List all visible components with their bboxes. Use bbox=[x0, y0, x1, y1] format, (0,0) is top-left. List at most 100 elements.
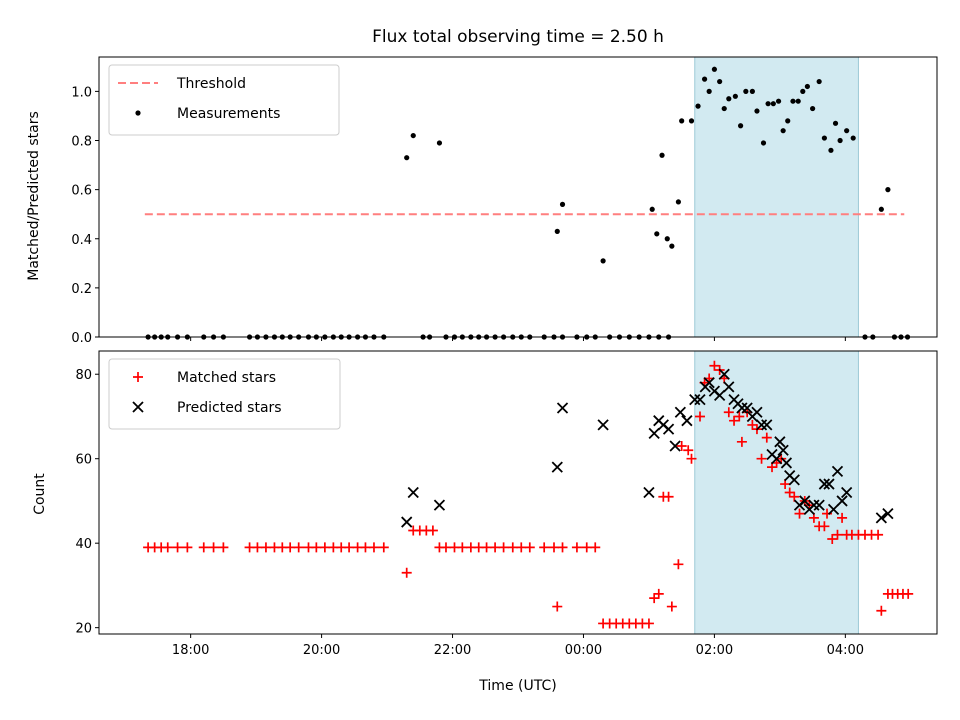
data-point bbox=[659, 152, 665, 158]
legend-box bbox=[108, 358, 341, 430]
data-point bbox=[311, 542, 322, 553]
x-tick-label: 04:00 bbox=[827, 643, 864, 658]
data-point bbox=[662, 423, 675, 435]
data-point bbox=[831, 465, 844, 478]
series-measurements bbox=[145, 66, 911, 340]
data-point bbox=[770, 101, 776, 107]
data-point bbox=[559, 201, 566, 207]
data-point bbox=[401, 516, 413, 528]
data-point bbox=[649, 206, 655, 212]
legend-box bbox=[108, 64, 340, 136]
data-point bbox=[789, 491, 800, 502]
data-point bbox=[774, 436, 786, 448]
chart-title: Flux total observing time = 2.50 h bbox=[372, 27, 664, 47]
data-point bbox=[673, 559, 684, 570]
data-point bbox=[701, 76, 708, 82]
data-point bbox=[804, 83, 810, 90]
data-point bbox=[360, 542, 371, 553]
axes-frame bbox=[98, 56, 938, 338]
legend: Matched stars Predicted stars bbox=[108, 358, 341, 430]
data-point bbox=[549, 542, 560, 553]
data-point bbox=[571, 542, 582, 553]
data-point bbox=[794, 508, 805, 519]
data-point bbox=[679, 118, 685, 124]
data-point bbox=[711, 66, 718, 72]
legend-swatch bbox=[133, 372, 143, 382]
data-point bbox=[654, 231, 660, 237]
data-point bbox=[816, 78, 822, 85]
data-point bbox=[903, 588, 914, 599]
y-axis-label-ratio: Matched/Predicted stars bbox=[26, 111, 42, 281]
data-point bbox=[706, 88, 712, 94]
data-point bbox=[723, 407, 734, 418]
data-point bbox=[741, 402, 753, 414]
data-point bbox=[688, 118, 695, 124]
legend: Threshold Measurements bbox=[108, 64, 340, 136]
data-point bbox=[703, 377, 715, 389]
data-point bbox=[653, 588, 664, 599]
data-point bbox=[172, 542, 183, 553]
data-point bbox=[590, 542, 601, 553]
data-point bbox=[490, 542, 501, 553]
data-point bbox=[407, 486, 419, 499]
data-point bbox=[404, 155, 410, 161]
data-point bbox=[551, 461, 563, 473]
y-tick-label: 60 bbox=[75, 453, 92, 468]
data-point bbox=[808, 499, 820, 511]
data-point bbox=[162, 542, 173, 553]
data-point bbox=[790, 98, 796, 104]
data-point bbox=[539, 542, 550, 553]
data-point bbox=[556, 402, 569, 414]
data-point bbox=[723, 381, 735, 393]
data-point bbox=[694, 393, 706, 406]
legend-label: Threshold bbox=[176, 76, 246, 92]
data-point bbox=[788, 474, 800, 486]
data-point bbox=[885, 187, 891, 193]
data-point bbox=[800, 88, 806, 94]
data-point bbox=[709, 360, 720, 371]
data-point bbox=[319, 542, 330, 553]
data-point bbox=[873, 529, 884, 540]
panel-counts: 18:00 20:00 22:00 00:00 02:00 04:00 20 40 60 80 Ma… bbox=[75, 350, 938, 658]
data-point bbox=[695, 103, 701, 109]
highlight-span bbox=[694, 350, 859, 635]
data-point bbox=[554, 228, 560, 234]
data-point bbox=[734, 411, 745, 422]
data-point bbox=[674, 406, 686, 418]
data-point bbox=[784, 487, 795, 498]
data-point bbox=[737, 123, 744, 129]
data-point bbox=[481, 542, 492, 553]
data-point bbox=[344, 542, 355, 553]
data-point bbox=[876, 605, 887, 616]
data-point bbox=[832, 120, 839, 126]
data-point bbox=[648, 427, 660, 440]
data-point bbox=[252, 542, 263, 553]
data-point bbox=[765, 101, 771, 107]
data-point bbox=[726, 96, 732, 102]
axes-frame bbox=[98, 350, 938, 635]
data-point bbox=[761, 419, 773, 431]
legend-label: Measurements bbox=[177, 106, 280, 122]
data-point bbox=[799, 495, 811, 507]
data-point bbox=[433, 499, 446, 511]
data-point bbox=[775, 98, 782, 104]
data-point bbox=[736, 436, 747, 447]
data-point bbox=[813, 499, 825, 511]
data-point bbox=[643, 618, 654, 629]
data-point bbox=[581, 542, 592, 553]
data-point bbox=[410, 132, 416, 139]
data-point bbox=[729, 415, 740, 426]
data-point bbox=[818, 478, 831, 490]
data-point bbox=[208, 542, 219, 553]
y-tick-label: 40 bbox=[75, 537, 92, 552]
data-point bbox=[218, 542, 229, 553]
data-point bbox=[695, 411, 706, 422]
data-point bbox=[780, 457, 793, 469]
data-point bbox=[751, 406, 763, 418]
data-point bbox=[714, 389, 726, 401]
data-point bbox=[777, 444, 789, 456]
data-point bbox=[182, 542, 193, 553]
data-point bbox=[836, 495, 848, 507]
x-tick-label: 20:00 bbox=[303, 643, 340, 658]
